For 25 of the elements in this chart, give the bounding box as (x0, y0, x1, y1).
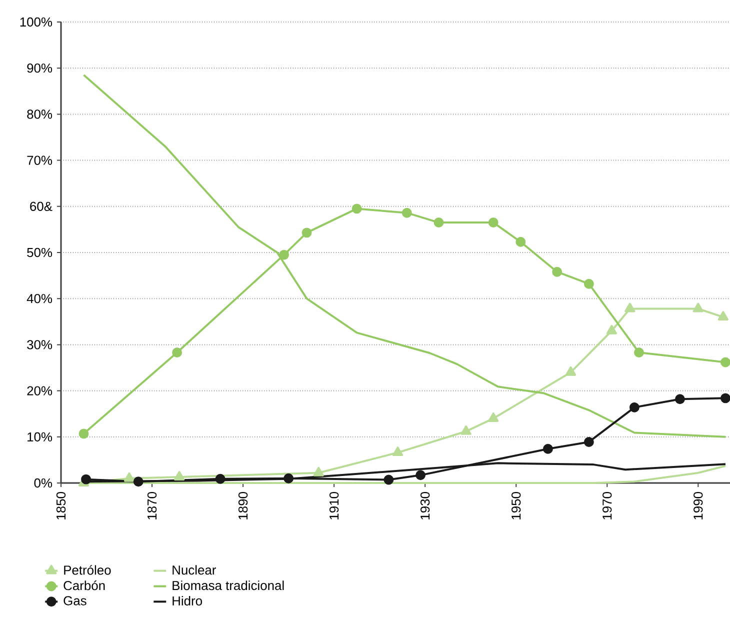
legend-label: Gas (64, 596, 86, 606)
y-tick-label: 70% (27, 156, 52, 165)
y-tick-label: 30% (27, 340, 52, 350)
y-tick-label: 50% (27, 248, 52, 258)
x-tick-label: 1910 (329, 492, 339, 520)
legend-label: Carbón (64, 580, 105, 590)
x-tick-label: 1990 (694, 492, 703, 520)
legend-label: Hidro (172, 596, 202, 606)
y-tick-label: 90% (27, 64, 52, 73)
y-tick-label: 100% (20, 17, 52, 27)
y-tick-label: 80% (27, 110, 52, 119)
x-tick-label: 1890 (238, 492, 248, 520)
x-tick-label: 1850 (56, 492, 66, 520)
y-tick-label: 40% (26, 294, 52, 304)
y-tick-label: 10% (28, 432, 52, 442)
x-tick-label: 1970 (602, 492, 612, 520)
legend-label: Biomasa tradicional (172, 580, 284, 590)
y-tick-label: 60& (30, 202, 52, 211)
y-tick-label: 20% (27, 386, 52, 396)
legend-label: Nuclear (172, 565, 216, 575)
x-tick-label: 1950 (512, 492, 521, 520)
x-tick-label: 1870 (147, 492, 157, 520)
y-tick-label: 0% (34, 478, 52, 488)
legend-label: Petróleo (64, 565, 111, 575)
x-tick-label: 1930 (420, 492, 430, 520)
